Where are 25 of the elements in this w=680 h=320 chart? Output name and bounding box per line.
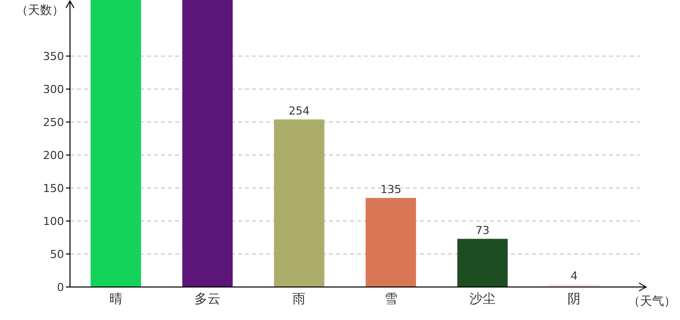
x-tick-label: 雨 <box>292 292 306 307</box>
x-tick-label: 晴 <box>109 292 122 307</box>
x-tick-label: 阴 <box>568 292 581 307</box>
y-tick-label: 200 <box>43 149 64 162</box>
y-tick-label: 350 <box>43 50 64 64</box>
data-label: 73 <box>476 224 490 237</box>
x-tick-label: 雪 <box>384 292 398 307</box>
y-tick-label: 0 <box>57 281 64 294</box>
data-label: 4 <box>570 269 578 282</box>
y-axis-title: （天数） <box>16 3 64 17</box>
bar <box>90 0 142 287</box>
bar <box>457 238 508 287</box>
data-label: 254 <box>288 104 310 118</box>
bar <box>182 0 233 287</box>
y-tick-label: 300 <box>43 83 64 96</box>
x-axis-title: （天气） <box>628 294 676 308</box>
y-tick-label: 100 <box>43 215 64 228</box>
bar <box>274 119 324 287</box>
x-tick-label: 沙尘 <box>470 292 496 307</box>
data-label: 135 <box>380 182 402 196</box>
y-tick-label: 250 <box>43 116 64 130</box>
y-tick-label: 150 <box>43 182 64 196</box>
bar <box>366 198 416 287</box>
y-tick-label: 50 <box>50 248 64 262</box>
x-tick-label: 多云 <box>194 292 220 307</box>
